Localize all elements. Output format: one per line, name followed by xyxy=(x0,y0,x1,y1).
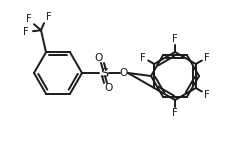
Text: F: F xyxy=(26,14,32,24)
Text: S: S xyxy=(99,67,108,80)
Text: F: F xyxy=(203,90,209,99)
Text: O: O xyxy=(104,83,113,93)
Text: F: F xyxy=(23,27,29,37)
Text: O: O xyxy=(94,53,103,63)
Text: F: F xyxy=(203,52,209,62)
Text: O: O xyxy=(119,68,128,78)
Text: F: F xyxy=(171,108,177,118)
Text: F: F xyxy=(139,52,145,62)
Text: F: F xyxy=(46,12,52,22)
Text: F: F xyxy=(171,34,177,44)
